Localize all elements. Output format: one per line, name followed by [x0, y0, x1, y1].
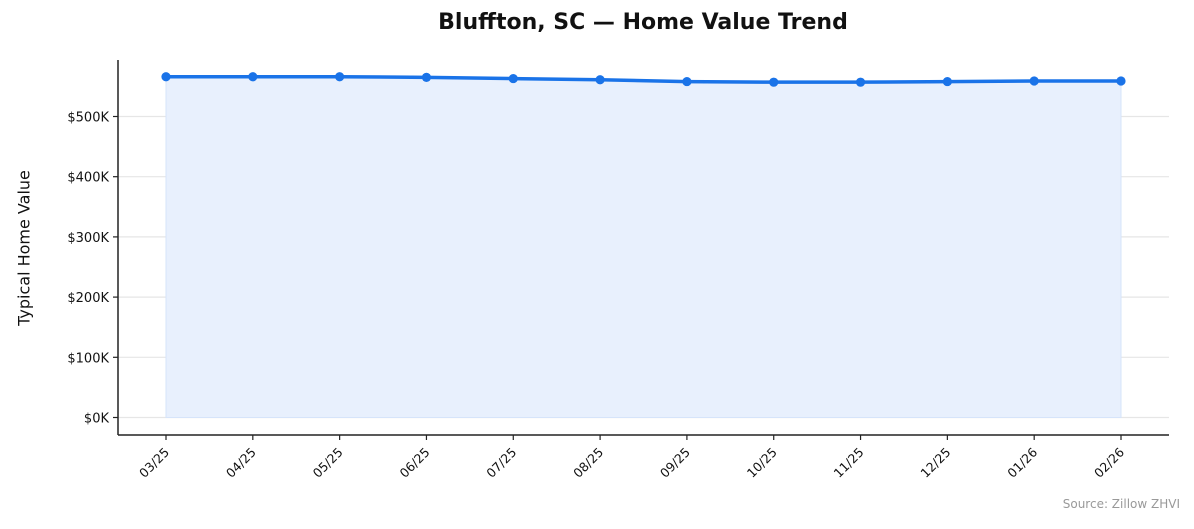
- y-tick-label: $0K: [84, 412, 110, 427]
- y-tick-label: $500K: [67, 111, 109, 126]
- data-point: [161, 72, 171, 82]
- source-annotation: Source: Zillow ZHVI: [1062, 497, 1180, 511]
- y-tick-label: $100K: [67, 351, 109, 366]
- y-tick-label: $300K: [67, 231, 109, 246]
- x-tick-label: 12/25: [917, 445, 953, 481]
- data-point: [1116, 76, 1126, 86]
- x-tick-label: 01/26: [1004, 444, 1040, 480]
- x-tick-label: 05/25: [310, 445, 346, 481]
- x-tick-label: 07/25: [483, 445, 519, 481]
- data-point: [769, 77, 779, 87]
- area-fill: [165, 76, 1122, 418]
- x-tick-label: 09/25: [657, 445, 693, 481]
- data-point: [421, 72, 432, 82]
- y-tick-label: $400K: [67, 171, 109, 186]
- y-tick-label: $200K: [67, 291, 109, 306]
- data-point: [855, 77, 866, 87]
- x-tick-label: 02/26: [1091, 444, 1127, 480]
- data-point: [335, 72, 345, 82]
- chart-title: Bluffton, SC — Home Value Trend: [438, 10, 848, 35]
- x-tick-label: 03/25: [136, 445, 172, 481]
- data-point: [942, 76, 952, 87]
- x-tick-label: 08/25: [570, 445, 606, 481]
- x-tick-label: 06/25: [396, 445, 432, 481]
- x-tick-label: 10/25: [744, 445, 780, 481]
- data-point: [508, 73, 518, 84]
- x-tick-label: 04/25: [223, 445, 259, 481]
- data-point: [1029, 76, 1039, 86]
- data-point: [595, 75, 605, 85]
- x-tick-label: 11/25: [831, 445, 867, 481]
- trend-line: [166, 75, 1121, 84]
- data-point: [682, 76, 692, 87]
- data-point: [248, 72, 258, 82]
